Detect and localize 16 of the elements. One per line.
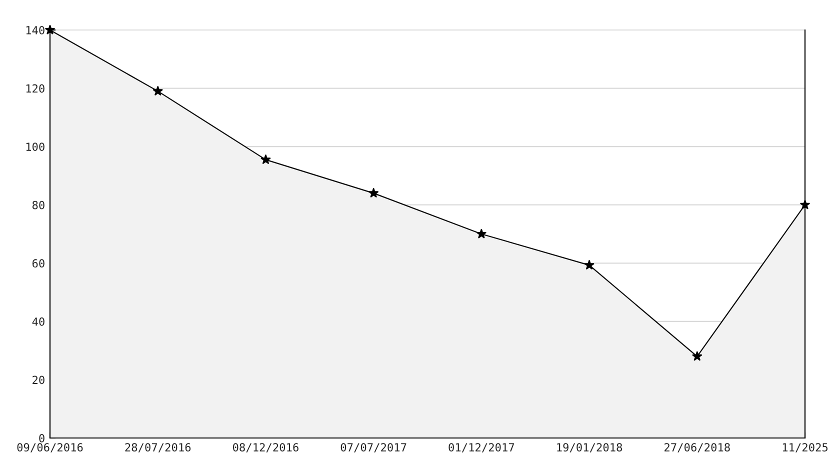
x-tick-label: 28/07/2016 — [125, 443, 191, 452]
y-tick-label: 20 — [32, 376, 44, 384]
y-tick-label: 40 — [32, 317, 44, 326]
x-tick-label: 07/07/2017 — [340, 443, 406, 452]
x-tick-label: 09/06/2016 — [17, 443, 83, 452]
y-tick-label: 80 — [32, 200, 44, 210]
y-tick-label: 140 — [26, 26, 44, 34]
x-tick-label: 01/12/2017 — [448, 443, 514, 452]
y-tick-label: 120 — [26, 84, 44, 93]
x-tick-label: 11/2025 — [782, 443, 828, 452]
x-tick-label: 08/12/2016 — [232, 443, 298, 452]
x-tick-label: 27/06/2018 — [664, 443, 730, 452]
y-tick-label: 60 — [32, 259, 44, 268]
y-tick-label: 0 — [39, 434, 44, 442]
x-tick-label: 19/01/2018 — [557, 443, 622, 452]
y-tick-label: 100 — [26, 142, 44, 151]
